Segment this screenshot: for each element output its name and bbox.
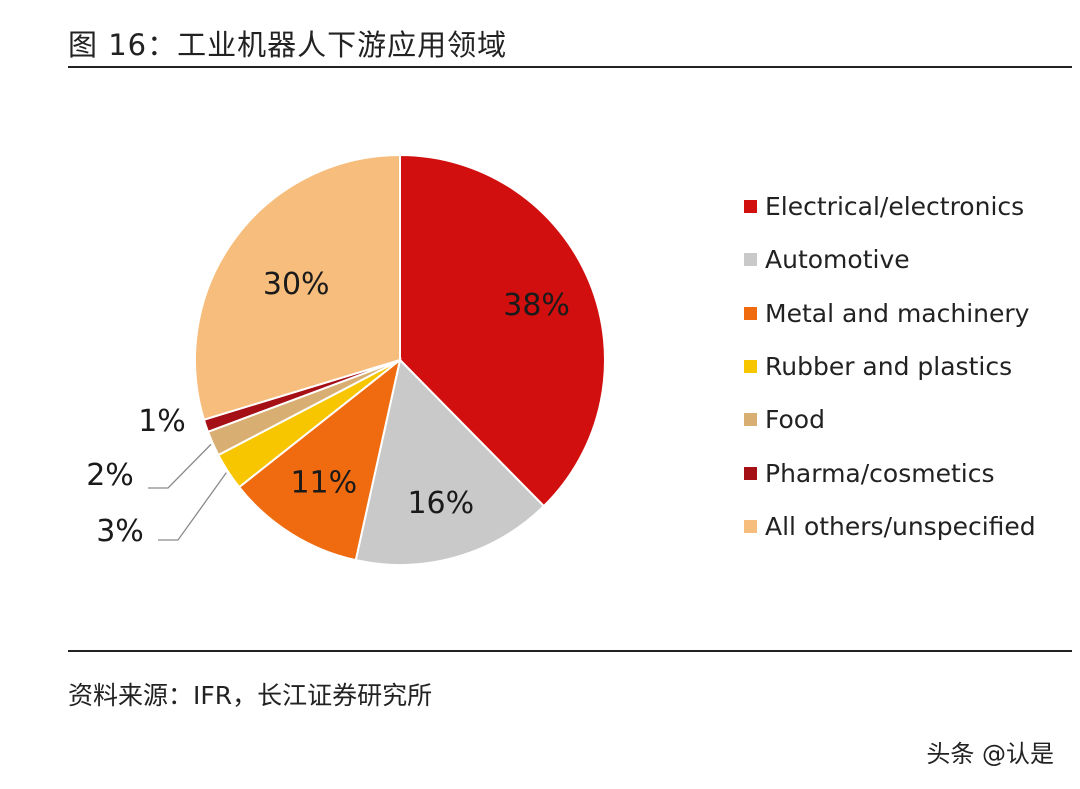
legend-label: Metal and machinery: [765, 298, 1030, 328]
legend-item-4: Rubber and plastics: [744, 340, 1036, 393]
slice-label-2: 16%: [407, 486, 474, 521]
legend-swatch: [744, 253, 757, 267]
pie-slice-3: [237, 357, 402, 562]
legend-item-1: Electrical/electronics: [744, 180, 1036, 233]
legend-swatch: [744, 466, 757, 480]
source-note: 资料来源：IFR，长江证券研究所: [68, 681, 433, 710]
source-divider: [68, 650, 1072, 652]
chart-title: 图 16：工业机器人下游应用领域: [68, 28, 508, 62]
legend-label: All others/unspecified: [765, 511, 1036, 541]
pie-slice-1: [399, 153, 606, 508]
pie-slice-7: [194, 153, 401, 421]
legend-item-2: Automotive: [744, 233, 1036, 286]
legend-label: Pharma/cosmetics: [765, 458, 995, 488]
legend-item-7: All others/unspecified: [744, 500, 1036, 553]
slice-label-5: 2%: [86, 458, 134, 493]
slice-label-6: 1%: [138, 404, 186, 439]
legend-item-3: Metal and machinery: [744, 287, 1036, 340]
leader-line-4: [158, 472, 227, 541]
legend-item-5: Food: [744, 393, 1036, 446]
legend-swatch: [744, 200, 757, 214]
legend-swatch: [744, 519, 757, 533]
slice-label-7: 30%: [263, 267, 330, 302]
legend-swatch: [744, 413, 757, 427]
slice-label-1: 38%: [503, 288, 570, 323]
legend-label: Rubber and plastics: [765, 352, 1013, 382]
chart-legend: Electrical/electronics Automotive Metal an…: [744, 180, 1036, 553]
leader-line-5: [148, 443, 212, 489]
legend-label: Automotive: [765, 245, 910, 275]
legend-swatch: [744, 306, 757, 320]
watermark: 头条 @认是: [926, 740, 1054, 768]
legend-label: Food: [765, 405, 825, 435]
slice-label-4: 3%: [96, 514, 144, 549]
legend-swatch: [744, 360, 757, 374]
pie-slice-2: [354, 357, 546, 566]
title-divider: [68, 66, 1072, 68]
slice-label-3: 11%: [290, 466, 357, 501]
legend-label: Electrical/electronics: [765, 192, 1025, 222]
legend-item-6: Pharma/cosmetics: [744, 446, 1036, 499]
